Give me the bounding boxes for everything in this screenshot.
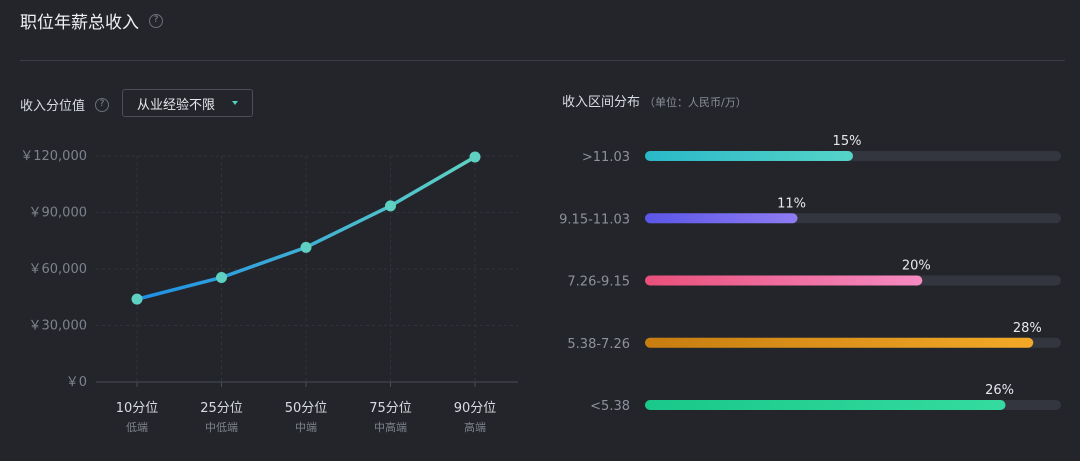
- category-label: <5.38: [590, 399, 630, 414]
- bar-value-label: 15%: [833, 134, 862, 149]
- bar: [645, 275, 923, 286]
- bar: [645, 400, 1006, 410]
- x-tick-label: 50分位: [285, 401, 328, 416]
- y-tick-label: ￥90,000: [29, 206, 88, 221]
- experience-select[interactable]: 从业经验不限: [122, 89, 253, 117]
- experience-select-value: 从业经验不限: [137, 97, 216, 113]
- data-point: [469, 151, 481, 163]
- data-point: [131, 293, 143, 305]
- y-tick-label: ￥120,000: [20, 149, 87, 164]
- x-tick-label: 25分位: [200, 401, 243, 416]
- bar-value-label: 28%: [1013, 321, 1042, 336]
- percentile-header: 收入分位值 ?: [20, 95, 110, 114]
- bar-value-label: 26%: [985, 383, 1014, 398]
- bar: [645, 337, 1034, 348]
- x-sub-label: 低端: [126, 421, 148, 434]
- y-tick-label: ￥60,000: [29, 262, 88, 277]
- distribution-unit: （单位：人民币/万）: [644, 96, 747, 109]
- bar: [645, 151, 853, 161]
- y-tick-label: ￥30,000: [29, 319, 88, 334]
- question-icon[interactable]: ?: [95, 97, 110, 112]
- page-title-text: 职位年薪总收入: [20, 13, 139, 33]
- x-sub-label: 高端: [464, 420, 486, 434]
- distribution-title-text: 收入区间分布: [562, 95, 641, 110]
- x-sub-label: 中低端: [205, 421, 238, 434]
- x-sub-label: 中高端: [374, 420, 407, 434]
- data-point: [385, 200, 396, 212]
- category-label: 9.15-11.03: [559, 212, 630, 227]
- distribution-title: 收入区间分布 （单位：人民币/万）: [562, 91, 747, 110]
- percentile-label: 收入分位值: [20, 99, 86, 114]
- question-icon[interactable]: ?: [149, 13, 163, 28]
- category-label: >11.03: [582, 150, 630, 165]
- bar-value-label: 20%: [902, 259, 931, 274]
- x-tick-label: 75分位: [369, 401, 412, 416]
- y-tick-label: ￥0: [66, 375, 87, 390]
- x-tick-label: 10分位: [116, 401, 159, 416]
- divider: [20, 60, 1065, 61]
- bar-value-label: 11%: [777, 196, 806, 211]
- data-point: [300, 241, 312, 253]
- category-label: 7.26-9.15: [567, 275, 630, 290]
- category-label: 5.38-7.26: [567, 337, 630, 352]
- page-title: 职位年薪总收入 ?: [20, 8, 163, 33]
- caret-down-icon: [232, 101, 238, 105]
- data-point: [216, 271, 227, 283]
- bar: [645, 213, 798, 224]
- x-tick-label: 90分位: [454, 401, 497, 416]
- x-sub-label: 中端: [295, 421, 317, 434]
